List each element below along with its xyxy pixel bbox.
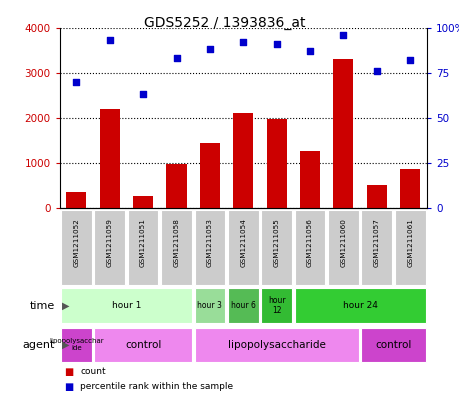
Bar	[67, 193, 86, 208]
Point	[173, 55, 180, 61]
Bar	[333, 59, 353, 208]
Text: agent: agent	[22, 340, 55, 350]
Text: ▶: ▶	[62, 340, 69, 350]
Bar	[95, 328, 192, 362]
Text: GSM1211054: GSM1211054	[240, 218, 246, 266]
Point	[106, 37, 113, 43]
Text: GSM1211061: GSM1211061	[407, 218, 413, 266]
Text: GDS5252 / 1393836_at: GDS5252 / 1393836_at	[144, 16, 306, 30]
Bar	[133, 196, 153, 208]
Text: GSM1211057: GSM1211057	[374, 218, 380, 266]
Bar	[195, 210, 225, 285]
Point	[306, 48, 313, 54]
Bar	[261, 288, 292, 323]
Bar	[261, 210, 292, 285]
Text: control: control	[375, 340, 412, 350]
Point	[340, 31, 347, 38]
Text: GSM1211052: GSM1211052	[73, 218, 79, 266]
Bar	[361, 328, 425, 362]
Text: lipopolysacchar
ide: lipopolysacchar ide	[49, 338, 104, 351]
Text: ■: ■	[64, 367, 73, 377]
Bar	[61, 210, 92, 285]
Bar	[195, 328, 359, 362]
Bar	[300, 151, 320, 208]
Text: GSM1211053: GSM1211053	[207, 218, 213, 266]
Bar	[228, 288, 258, 323]
Bar	[361, 210, 392, 285]
Text: ■: ■	[64, 382, 73, 392]
Point	[373, 68, 381, 74]
Text: lipopolysaccharide: lipopolysaccharide	[228, 340, 325, 350]
Bar	[167, 164, 186, 208]
Text: GSM1211055: GSM1211055	[274, 218, 280, 266]
Text: hour 6: hour 6	[231, 301, 256, 310]
Text: control: control	[125, 340, 161, 350]
Bar	[161, 210, 192, 285]
Bar	[395, 210, 425, 285]
Text: percentile rank within the sample: percentile rank within the sample	[80, 382, 234, 391]
Text: GSM1211051: GSM1211051	[140, 218, 146, 266]
Bar	[295, 210, 325, 285]
Bar	[100, 109, 120, 208]
Point	[73, 79, 80, 85]
Bar	[367, 185, 387, 208]
Bar	[61, 328, 92, 362]
Bar	[400, 169, 420, 208]
Bar	[233, 114, 253, 208]
Bar	[195, 288, 225, 323]
Point	[273, 40, 280, 47]
Bar	[328, 210, 359, 285]
Bar	[95, 210, 125, 285]
Text: time: time	[30, 301, 55, 310]
Text: ▶: ▶	[62, 301, 69, 310]
Bar	[200, 143, 220, 208]
Point	[407, 57, 414, 63]
Point	[140, 91, 147, 97]
Point	[206, 46, 213, 52]
Text: hour 3: hour 3	[197, 301, 222, 310]
Text: count: count	[80, 367, 106, 376]
Bar	[61, 288, 192, 323]
Text: hour
12: hour 12	[268, 296, 285, 315]
Bar	[295, 288, 425, 323]
Bar	[267, 119, 287, 208]
Bar	[228, 210, 258, 285]
Text: GSM1211056: GSM1211056	[307, 218, 313, 266]
Text: GSM1211059: GSM1211059	[107, 218, 113, 266]
Text: GSM1211058: GSM1211058	[174, 218, 179, 266]
Bar	[128, 210, 158, 285]
Text: GSM1211060: GSM1211060	[341, 218, 347, 266]
Point	[240, 39, 247, 45]
Text: hour 24: hour 24	[343, 301, 378, 310]
Text: hour 1: hour 1	[112, 301, 141, 310]
